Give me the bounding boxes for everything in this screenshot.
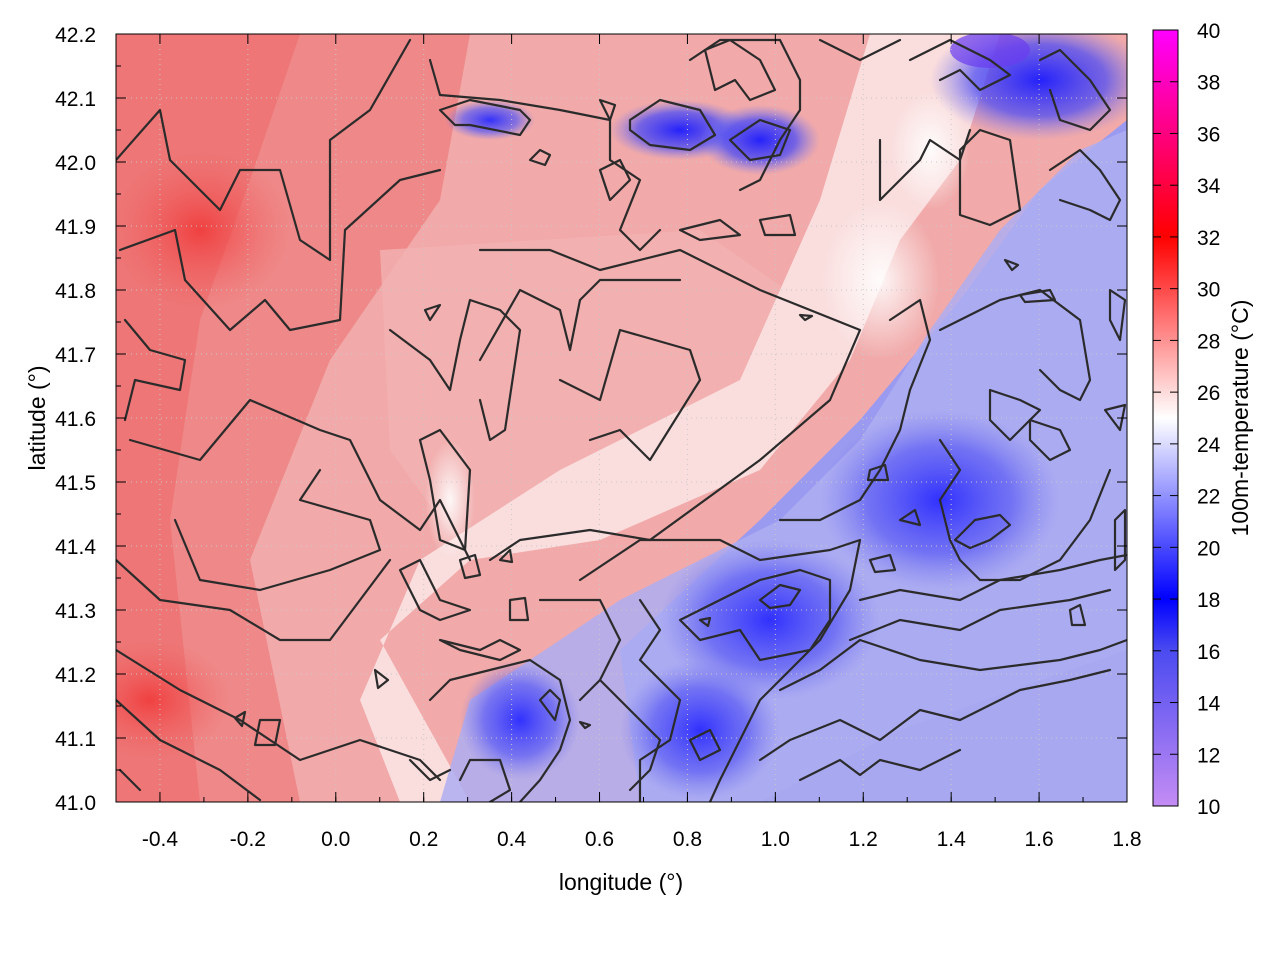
y-axis-title: latitude (°) xyxy=(24,365,50,470)
colorbar-tick-label: 18 xyxy=(1197,589,1220,612)
colorbar-label: 100m-temperature (°C) xyxy=(1227,300,1253,537)
colorbar-ticks: 10 12 14 16 18 20 22 24 26 28 30 32 34 36 38 40 xyxy=(1153,20,1221,819)
colorbar-tick-label: 40 xyxy=(1197,20,1220,43)
y-tick-label: 41.2 xyxy=(55,664,96,687)
y-tick-label: 41.5 xyxy=(55,472,96,495)
colorbar: 10 12 14 16 18 20 22 24 26 28 30 32 34 36 38 40 100m-te… xyxy=(1152,20,1253,819)
y-tick-label: 41.7 xyxy=(55,344,96,367)
y-tick-label: 41.9 xyxy=(55,216,96,239)
contour-lines xyxy=(116,38,1127,802)
colorbar-tick-label: 34 xyxy=(1197,175,1221,198)
colorbar-tick-label: 38 xyxy=(1197,72,1220,95)
x-tick-label: 0.6 xyxy=(585,828,614,851)
x-tick-label: 1.4 xyxy=(937,828,967,851)
x-tick-label: 1.0 xyxy=(761,828,790,851)
colorbar-tick-label: 16 xyxy=(1197,641,1220,664)
y-tick-label: 41.8 xyxy=(55,280,96,303)
y-tick-label: 42.1 xyxy=(55,88,96,111)
x-tick-label: -0.4 xyxy=(142,828,179,851)
x-tick-label: 1.8 xyxy=(1112,828,1141,851)
y-tick-label: 41.1 xyxy=(55,728,96,751)
colorbar-tick-label: 20 xyxy=(1197,537,1220,560)
x-axis-title: longitude (°) xyxy=(559,869,683,895)
colorbar-tick-label: 36 xyxy=(1197,123,1220,146)
colorbar-tick-label: 12 xyxy=(1197,744,1220,767)
colorbar-gradient xyxy=(1152,29,1179,807)
y-axis: 41.0 41.1 41.2 41.3 41.4 41.5 41.6 41.7 41.8 41.9… xyxy=(55,24,1127,815)
y-tick-label: 41.0 xyxy=(55,792,96,815)
x-tick-label: 1.2 xyxy=(849,828,878,851)
x-tick-label: -0.2 xyxy=(230,828,266,851)
colorbar-tick-label: 26 xyxy=(1197,382,1220,405)
y-tick-label: 42.0 xyxy=(55,152,96,175)
colorbar-tick-label: 30 xyxy=(1197,279,1220,302)
y-tick-label: 41.3 xyxy=(55,600,96,623)
x-tick-label: 0.2 xyxy=(409,828,438,851)
y-tick-label: 42.2 xyxy=(55,24,96,47)
x-tick-label: 0.0 xyxy=(321,828,350,851)
x-tick-label: 0.8 xyxy=(673,828,702,851)
colorbar-tick-label: 32 xyxy=(1197,227,1220,250)
colorbar-tick-label: 14 xyxy=(1197,693,1221,716)
x-axis: -0.4 -0.2 0.0 0.2 0.4 0.6 0.8 1.0 1.2 1.4 1.6 1.8 xyxy=(115,34,1142,851)
x-tick-label: 1.6 xyxy=(1024,828,1053,851)
x-tick-label: 0.4 xyxy=(497,828,527,851)
colorbar-tick-label: 22 xyxy=(1197,486,1220,509)
colorbar-tick-label: 24 xyxy=(1197,434,1221,457)
y-tick-label: 41.4 xyxy=(55,536,96,559)
y-tick-label: 41.6 xyxy=(55,408,96,431)
colorbar-tick-label: 10 xyxy=(1197,796,1220,819)
colorbar-tick-label: 28 xyxy=(1197,330,1220,353)
